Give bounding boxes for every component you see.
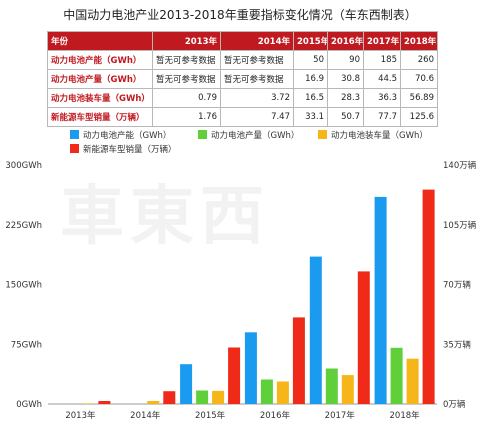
bar-sales (422, 189, 435, 404)
table-cell: 125.6 (400, 107, 438, 127)
chart-axes: 0GWh 75GWh 150GWh 225GWh 300GWh 0万辆 35万辆 70万辆 10… (5, 160, 476, 421)
bar-installed (212, 390, 225, 404)
y-right-tick-label: 70万辆 (443, 280, 471, 291)
table-row: 新能源车型销量（万辆） 1.76 7.47 33.1 50.7 77.7 125… (47, 107, 438, 127)
y-left-tick-label: 225GWh (5, 221, 42, 231)
legend-label: 动力电池产量（GWh） (211, 131, 300, 141)
bar-capacity (374, 196, 387, 404)
y-left-tick-label: 75GWh (11, 340, 42, 350)
y-right-tick-label: 105万辆 (443, 220, 477, 231)
table-cell: 7.47 (220, 107, 294, 127)
bar-production (260, 379, 273, 404)
y-left-tick-label: 300GWh (5, 161, 42, 171)
bar-installed (276, 381, 289, 404)
bar-installed (341, 375, 354, 404)
bar-capacity (180, 364, 193, 404)
y-right-tick-label: 35万辆 (443, 339, 471, 350)
table-header-row: 年份 2013年 2014年 2015年 2016年 2017年 2018年 (47, 31, 438, 51)
bar-installed (82, 403, 95, 404)
bar-sales (98, 401, 111, 404)
legend-item: 动力电池产量（GWh） (198, 129, 299, 141)
x-tick-label: 2013年 (65, 410, 96, 421)
table-header-cell: 2016年 (327, 31, 364, 51)
stats-table: 年份 2013年 2014年 2015年 2016年 2017年 2018年 动… (47, 31, 438, 127)
x-tick-label: 2016年 (260, 410, 291, 421)
chart-title: 中国动力电池产业2013-2018年重要指标变化情况（车东西制表） (63, 8, 417, 22)
x-tick-label: 2018年 (390, 410, 421, 421)
bar-installed (406, 358, 419, 404)
bar-production (325, 368, 338, 404)
table-header-cell: 2013年 (152, 31, 221, 51)
chart-legend: 动力电池产能（GWh） 动力电池产量（GWh） 动力电池装车量（GWh） 新能源… (70, 129, 470, 157)
y-left-tick-label: 150GWh (5, 281, 42, 291)
x-tick-label: 2017年 (325, 410, 356, 421)
legend-swatch-red (70, 144, 79, 153)
bar-sales (292, 317, 305, 404)
y-right-tick-label: 0万辆 (443, 399, 466, 410)
table-header-cell: 2018年 (400, 31, 438, 51)
x-tick-label: 2015年 (195, 410, 226, 421)
x-tick-label: 2014年 (130, 410, 161, 421)
legend-item: 动力电池产能（GWh） (70, 129, 171, 141)
table-header-cell: 2015年 (293, 31, 328, 51)
chart-bars (82, 189, 435, 404)
legend-label: 动力电池装车量（GWh） (331, 131, 428, 141)
bar-installed (147, 401, 160, 404)
legend-item: 新能源车型销量（万辆） (70, 143, 177, 155)
bar-sales (357, 271, 370, 404)
legend-swatch-green (198, 130, 207, 139)
bar-production (196, 390, 209, 404)
legend-item: 动力电池装车量（GWh） (318, 129, 428, 141)
legend-swatch-blue (70, 130, 79, 139)
table-cell: 50.7 (327, 107, 364, 127)
table-corner-label: 年份 (47, 31, 153, 51)
y-right-tick-label: 140万辆 (443, 160, 477, 171)
bar-sales (163, 391, 176, 404)
bar-capacity (309, 256, 322, 404)
legend-label: 动力电池产能（GWh） (83, 131, 172, 141)
legend-label: 新能源车型销量（万辆） (83, 145, 177, 155)
table-row: 动力电池产量（GWh） 暂无可参考数据 暂无可参考数据 16.9 30.8 44… (47, 69, 438, 89)
legend-swatch-orange (318, 130, 327, 139)
bar-production (390, 347, 403, 404)
y-left-tick-label: 0GWh (16, 400, 42, 410)
bar-capacity (244, 332, 257, 404)
bar-sales (228, 347, 241, 404)
